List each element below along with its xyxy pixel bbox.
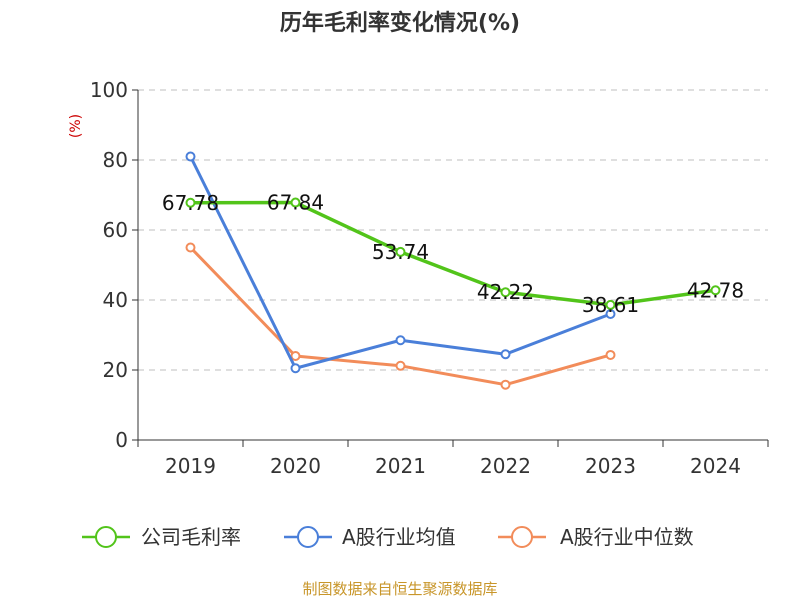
series-layer (185, 151, 721, 390)
y-axis-unit: (%) (68, 114, 84, 138)
data-label: 53.74 (372, 240, 429, 264)
data-point[interactable] (185, 242, 196, 253)
x-tick-label: 2022 (480, 454, 531, 478)
data-point[interactable] (395, 360, 406, 371)
data-point[interactable] (500, 349, 511, 360)
legend-swatch-marker (95, 526, 117, 548)
data-point[interactable] (605, 299, 616, 310)
series-line (190, 200, 716, 307)
data-label: 67.78 (162, 191, 219, 215)
chart-title: 历年毛利率变化情况(%) (280, 10, 520, 36)
legend-item[interactable]: A股行业均值 (284, 525, 456, 549)
axes: 0 20 40 60 80 100 2019 2020 2021 2022 2023 2024 (90, 78, 769, 478)
legend-label: A股行业中位数 (560, 525, 694, 549)
data-point[interactable] (395, 335, 406, 346)
legend-swatch-marker (511, 526, 533, 548)
data-point[interactable] (500, 379, 511, 390)
legend-item[interactable]: A股行业中位数 (498, 525, 694, 549)
data-point[interactable] (710, 285, 721, 296)
legend-label: 公司毛利率 (141, 525, 241, 549)
y-tick-label: 80 (103, 148, 128, 172)
data-point[interactable] (290, 351, 301, 361)
data-point[interactable] (185, 151, 196, 162)
data-point[interactable] (605, 349, 616, 360)
data-point[interactable] (500, 287, 511, 298)
y-tick-label: 100 (90, 78, 128, 102)
y-tick-label: 20 (103, 358, 128, 382)
legend-label: A股行业均值 (342, 525, 456, 549)
data-point[interactable] (185, 197, 196, 208)
gridlines (138, 89, 768, 371)
legend-swatch-marker (297, 526, 319, 548)
x-tick-label: 2023 (585, 454, 636, 478)
y-tick-label: 40 (103, 288, 128, 312)
legend[interactable]: 公司毛利率 A股行业均值 A股行业中位数 (82, 525, 694, 549)
x-tick-label: 2024 (690, 454, 741, 478)
y-tick-label: 0 (115, 428, 128, 452)
data-label: 38.61 (582, 293, 639, 317)
data-label: 42.22 (477, 280, 534, 304)
data-point[interactable] (290, 197, 301, 208)
x-tick-label: 2019 (165, 454, 216, 478)
source-note: 制图数据来自恒生聚源数据库 (302, 580, 497, 598)
x-tick-label: 2021 (375, 454, 426, 478)
x-tick-label: 2020 (270, 454, 321, 478)
data-point[interactable] (395, 246, 406, 257)
y-tick-label: 60 (103, 218, 128, 242)
data-labels: 67.78 67.84 53.74 42.22 38.61 42.78 (162, 191, 744, 317)
data-label: 42.78 (687, 278, 744, 302)
data-point[interactable] (290, 363, 301, 374)
data-point[interactable] (605, 309, 616, 319)
data-label: 67.84 (267, 191, 324, 215)
legend-item[interactable]: 公司毛利率 (82, 525, 241, 549)
